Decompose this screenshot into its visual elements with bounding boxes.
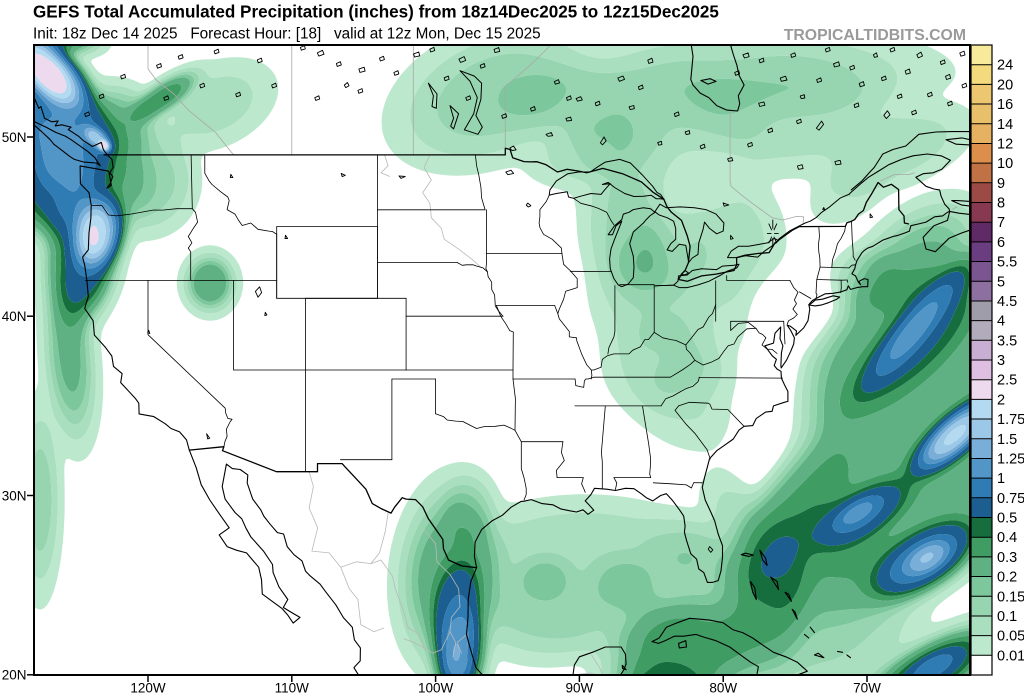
svg-text:0.4: 0.4 (997, 530, 1017, 546)
svg-text:0.1: 0.1 (997, 609, 1017, 625)
svg-text:20N: 20N (2, 668, 27, 683)
svg-text:0.2: 0.2 (997, 570, 1017, 586)
svg-text:14: 14 (997, 117, 1013, 133)
svg-text:0.15: 0.15 (997, 589, 1024, 605)
svg-text:0.3: 0.3 (997, 550, 1017, 566)
svg-text:10: 10 (997, 156, 1013, 172)
svg-text:Init: 18z Dec 14 2025 Foreca: Init: 18z Dec 14 2025 Forecast Hour: [18… (33, 26, 541, 43)
svg-text:9: 9 (997, 176, 1005, 192)
svg-text:30N: 30N (2, 488, 27, 503)
svg-text:70W: 70W (853, 681, 881, 696)
svg-text:8: 8 (997, 196, 1005, 212)
svg-text:2.5: 2.5 (997, 373, 1017, 389)
svg-text:0.01: 0.01 (997, 648, 1024, 664)
svg-text:16: 16 (997, 97, 1013, 113)
svg-text:4: 4 (997, 314, 1005, 330)
svg-text:3: 3 (997, 353, 1005, 369)
svg-text:6: 6 (997, 235, 1005, 251)
svg-text:4.5: 4.5 (997, 294, 1017, 310)
svg-text:0.05: 0.05 (997, 629, 1024, 645)
svg-text:80W: 80W (709, 681, 737, 696)
svg-text:3.5: 3.5 (997, 333, 1017, 349)
svg-text:0.5: 0.5 (997, 511, 1017, 527)
svg-text:20: 20 (997, 77, 1013, 93)
svg-text:40N: 40N (2, 309, 27, 324)
svg-text:7: 7 (997, 215, 1005, 231)
svg-text:50N: 50N (2, 130, 27, 145)
svg-text:0.75: 0.75 (997, 491, 1024, 507)
svg-text:120W: 120W (130, 681, 166, 696)
svg-text:5.5: 5.5 (997, 255, 1017, 271)
svg-text:12: 12 (997, 136, 1013, 152)
svg-text:GEFS Total Accumulated Precipi: GEFS Total Accumulated Precipitation (in… (33, 3, 719, 22)
svg-text:1.5: 1.5 (997, 432, 1017, 448)
svg-text:TROPICALTIDBITS.COM: TROPICALTIDBITS.COM (784, 27, 966, 44)
svg-text:90W: 90W (566, 681, 594, 696)
svg-text:5: 5 (997, 274, 1005, 290)
svg-text:110W: 110W (275, 681, 310, 696)
svg-text:1.25: 1.25 (997, 451, 1024, 467)
svg-text:1: 1 (997, 471, 1005, 487)
svg-text:24: 24 (997, 58, 1013, 74)
svg-text:1.75: 1.75 (997, 412, 1024, 428)
svg-text:100W: 100W (418, 681, 454, 696)
svg-text:2: 2 (997, 392, 1005, 408)
